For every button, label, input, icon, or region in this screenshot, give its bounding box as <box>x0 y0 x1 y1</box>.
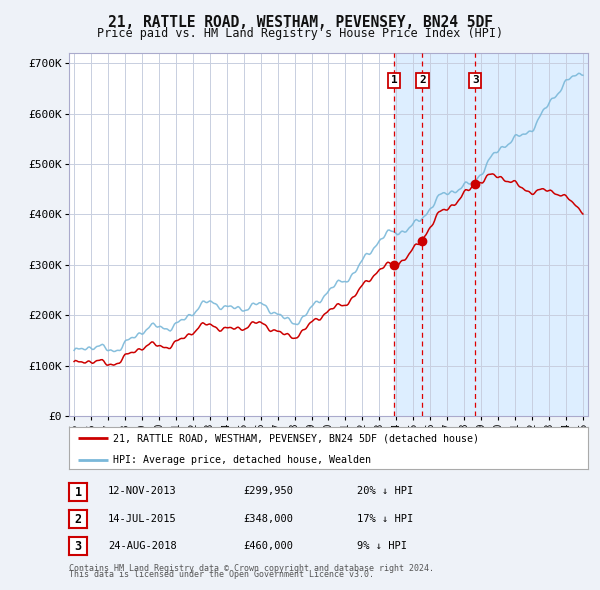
Text: Price paid vs. HM Land Registry's House Price Index (HPI): Price paid vs. HM Land Registry's House … <box>97 27 503 40</box>
Text: 21, RATTLE ROAD, WESTHAM, PEVENSEY, BN24 5DF: 21, RATTLE ROAD, WESTHAM, PEVENSEY, BN24… <box>107 15 493 30</box>
Text: 20% ↓ HPI: 20% ↓ HPI <box>357 487 413 496</box>
Text: 9% ↓ HPI: 9% ↓ HPI <box>357 541 407 550</box>
Text: 2: 2 <box>419 76 426 86</box>
Text: 17% ↓ HPI: 17% ↓ HPI <box>357 514 413 523</box>
Text: This data is licensed under the Open Government Licence v3.0.: This data is licensed under the Open Gov… <box>69 571 374 579</box>
Bar <box>394 53 600 416</box>
Text: £460,000: £460,000 <box>243 541 293 550</box>
Text: 3: 3 <box>472 76 479 86</box>
Text: Contains HM Land Registry data © Crown copyright and database right 2024.: Contains HM Land Registry data © Crown c… <box>69 565 434 573</box>
Text: £348,000: £348,000 <box>243 514 293 523</box>
Text: £299,950: £299,950 <box>243 487 293 496</box>
Text: 21, RATTLE ROAD, WESTHAM, PEVENSEY, BN24 5DF (detached house): 21, RATTLE ROAD, WESTHAM, PEVENSEY, BN24… <box>113 434 479 444</box>
Text: 1: 1 <box>391 76 398 86</box>
Text: 24-AUG-2018: 24-AUG-2018 <box>108 541 177 550</box>
Text: 2: 2 <box>74 513 82 526</box>
Text: 3: 3 <box>74 540 82 553</box>
Text: 1: 1 <box>74 486 82 499</box>
Text: 12-NOV-2013: 12-NOV-2013 <box>108 487 177 496</box>
Text: HPI: Average price, detached house, Wealden: HPI: Average price, detached house, Weal… <box>113 455 371 465</box>
Bar <box>574 53 600 416</box>
Text: 14-JUL-2015: 14-JUL-2015 <box>108 514 177 523</box>
